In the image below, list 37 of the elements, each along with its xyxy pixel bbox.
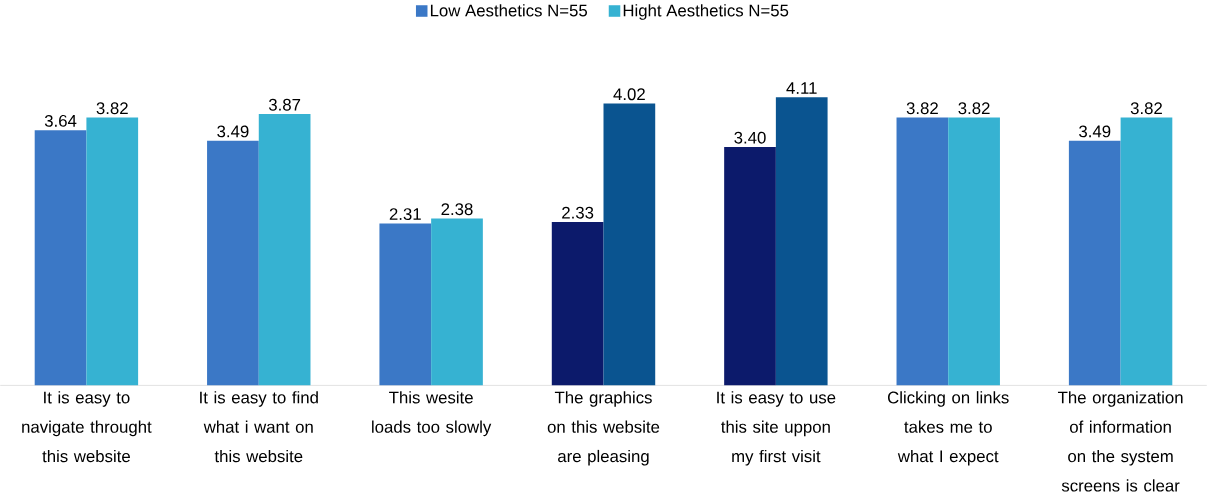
x-tick-label: It is easy to use this site uppon my first visit [717,391,836,466]
data-label: 4.02 [613,88,645,101]
data-label: 3.64 [44,114,77,127]
data-label: 3.49 [1079,125,1111,138]
x-tick-label: This wesite loads too slowly [372,391,492,437]
bar [724,146,776,386]
bar [1068,140,1121,386]
bar [34,130,87,386]
data-label: 3.82 [958,102,990,115]
x-tick-label: The graphics on this website are pleasing [547,391,660,466]
bar [207,140,259,386]
bar [775,97,828,386]
bar [948,117,1000,386]
data-label: 3.49 [217,125,249,138]
data-label: 3.82 [1130,102,1162,115]
x-tick-label: The organization of information on the system screens is clear [1057,391,1183,492]
x-tick-label: It is easy to find what i want on this website [200,391,318,463]
bar [551,221,604,386]
data-label: 2.33 [562,206,594,219]
data-label: 2.38 [441,203,473,216]
x-tick-label: Clicking on links takes me to what I expect [887,391,1009,466]
data-label: 3.82 [906,102,938,115]
data-label: 3.40 [734,131,766,144]
data-label: 4.11 [786,82,817,94]
x-tick-label: It is easy to navigate throught this website [22,391,152,463]
bar [86,117,139,386]
legend-label: Hight Aesthetics N=55 [623,4,789,20]
bar [896,117,949,386]
data-label: 3.87 [268,98,301,111]
bar [1120,117,1173,386]
legend-label: Low Aesthetics N=55 [430,4,588,17]
data-label: 3.82 [96,102,128,115]
bar [603,103,656,386]
bar [431,218,483,386]
bar [379,223,432,386]
data-label: 2.31 [389,208,421,220]
bar [258,113,311,386]
